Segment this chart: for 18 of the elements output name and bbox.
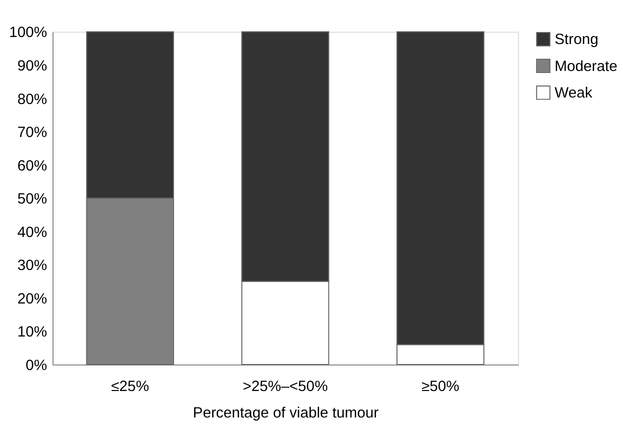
y-tick-label: 50%: [17, 192, 48, 208]
x-tick-label: ≥50%: [421, 378, 460, 395]
y-tick-label: 10%: [17, 324, 48, 341]
x-tick-label: >25%–<50%: [242, 378, 328, 395]
legend-label: Weak: [554, 86, 593, 102]
y-tick-label: 70%: [17, 125, 48, 142]
y-tick-label: 90%: [17, 58, 48, 74]
y-tick-label: 60%: [17, 158, 48, 174]
x-tick-label: ≤25%: [111, 378, 150, 395]
y-tick-label: 100%: [9, 25, 48, 42]
y-tick-label: 80%: [17, 92, 48, 108]
legend-label: Strong: [554, 32, 598, 48]
legend-label: Moderate: [554, 58, 618, 75]
y-tick-label: 30%: [17, 258, 48, 274]
y-tick-label: 20%: [17, 291, 48, 308]
y-tick-label: 0%: [26, 358, 48, 374]
x-axis-title: Percentage of viable tumour: [192, 406, 379, 422]
y-tick-label: 40%: [17, 224, 48, 241]
